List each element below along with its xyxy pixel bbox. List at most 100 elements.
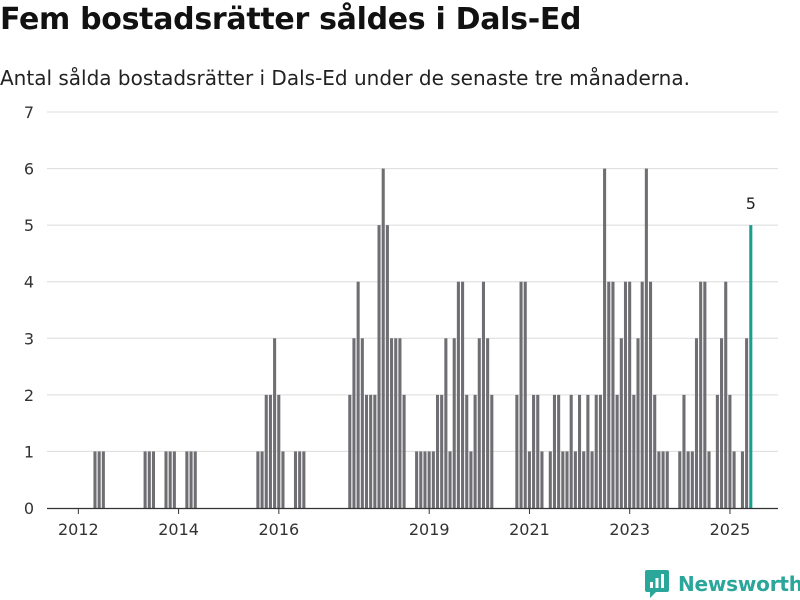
bar [348,394,352,508]
bar [452,338,456,508]
bar [172,451,176,508]
bars [93,168,753,509]
bar [360,338,364,508]
bar [657,451,661,508]
bar [423,451,427,508]
bar [193,451,197,508]
bar [607,281,611,508]
bar [477,338,481,508]
x-tick-label: 2012 [58,520,99,539]
bar [527,451,531,508]
bar [699,281,703,508]
bar [390,338,394,508]
gridlines [47,111,778,452]
bar [465,394,469,508]
bar [298,451,302,508]
bar [548,451,552,508]
bar [623,281,628,508]
bar [143,451,147,508]
bar [448,451,452,508]
y-tick-label: 5 [24,216,34,235]
bar [632,394,636,508]
chart-title: Fem bostadsrätter såldes i Dals-Ed [0,2,582,37]
annotations: 5 [746,194,756,213]
x-tick-label: 2016 [258,520,299,539]
bar [381,168,385,509]
bar [619,338,623,508]
bar [273,338,277,508]
bar [519,281,523,508]
bar [431,451,435,508]
bar [515,394,519,508]
x-tick-label: 2025 [710,520,751,539]
bar [101,451,105,508]
chart-subtitle: Antal sålda bostadsrätter i Dals-Ed unde… [0,66,690,90]
bar-highlight [749,225,753,508]
bar [168,451,172,508]
bar [649,281,653,508]
bar [469,451,473,508]
x-tick-label: 2023 [609,520,650,539]
bar [561,451,565,508]
bar [260,451,264,508]
bar [277,394,281,508]
bar [582,451,586,508]
bar [594,394,598,508]
bar [151,451,156,508]
bar [293,451,298,508]
brand-name: Newsworthy [678,572,800,596]
bar [665,451,669,508]
bar [490,394,494,508]
bar [640,281,644,508]
bar [427,451,431,508]
bar [440,394,444,508]
bar [93,451,97,508]
bar [536,394,540,508]
y-tick-label: 6 [24,160,34,179]
bar [456,281,460,508]
bar [715,394,719,508]
x-axis: 2012 2014 2016 2019 2021 2023 2025 [47,507,778,539]
bar [402,394,406,508]
brand: Newsworthy [644,568,800,600]
y-tick-label: 7 [24,103,34,122]
bar [473,394,477,508]
bar [415,451,419,508]
bar [603,168,607,509]
bar [661,451,665,508]
bar [636,338,640,508]
y-tick-label: 4 [24,273,34,292]
x-tick-label: 2014 [158,520,199,539]
bar [682,394,686,508]
bar [628,281,632,508]
bar [481,281,485,508]
bar [694,338,699,508]
bar [523,281,527,508]
bar [369,394,373,508]
bar [352,338,356,508]
bar [557,394,561,508]
bar [703,281,707,508]
bar [147,451,151,508]
bar [590,451,594,508]
bar [724,281,728,508]
bar [615,394,619,508]
bar [532,394,536,508]
y-tick-label: 0 [24,499,34,518]
bar [552,394,557,508]
bar [686,451,690,508]
bar [678,451,682,508]
bar [486,338,490,508]
bar [732,451,736,508]
bar [461,281,465,508]
x-tick-label: 2019 [409,520,450,539]
bar [281,451,285,508]
bar [586,394,590,508]
bar [569,394,573,508]
bar [394,338,398,508]
bar [302,451,306,508]
x-tick-label: 2021 [509,520,550,539]
bar [373,394,377,508]
bar [97,451,101,508]
bar-chart: 0 1 2 3 4 5 6 7 2012 2014 2016 2019 2021 2023 2025 5 [24,103,778,539]
